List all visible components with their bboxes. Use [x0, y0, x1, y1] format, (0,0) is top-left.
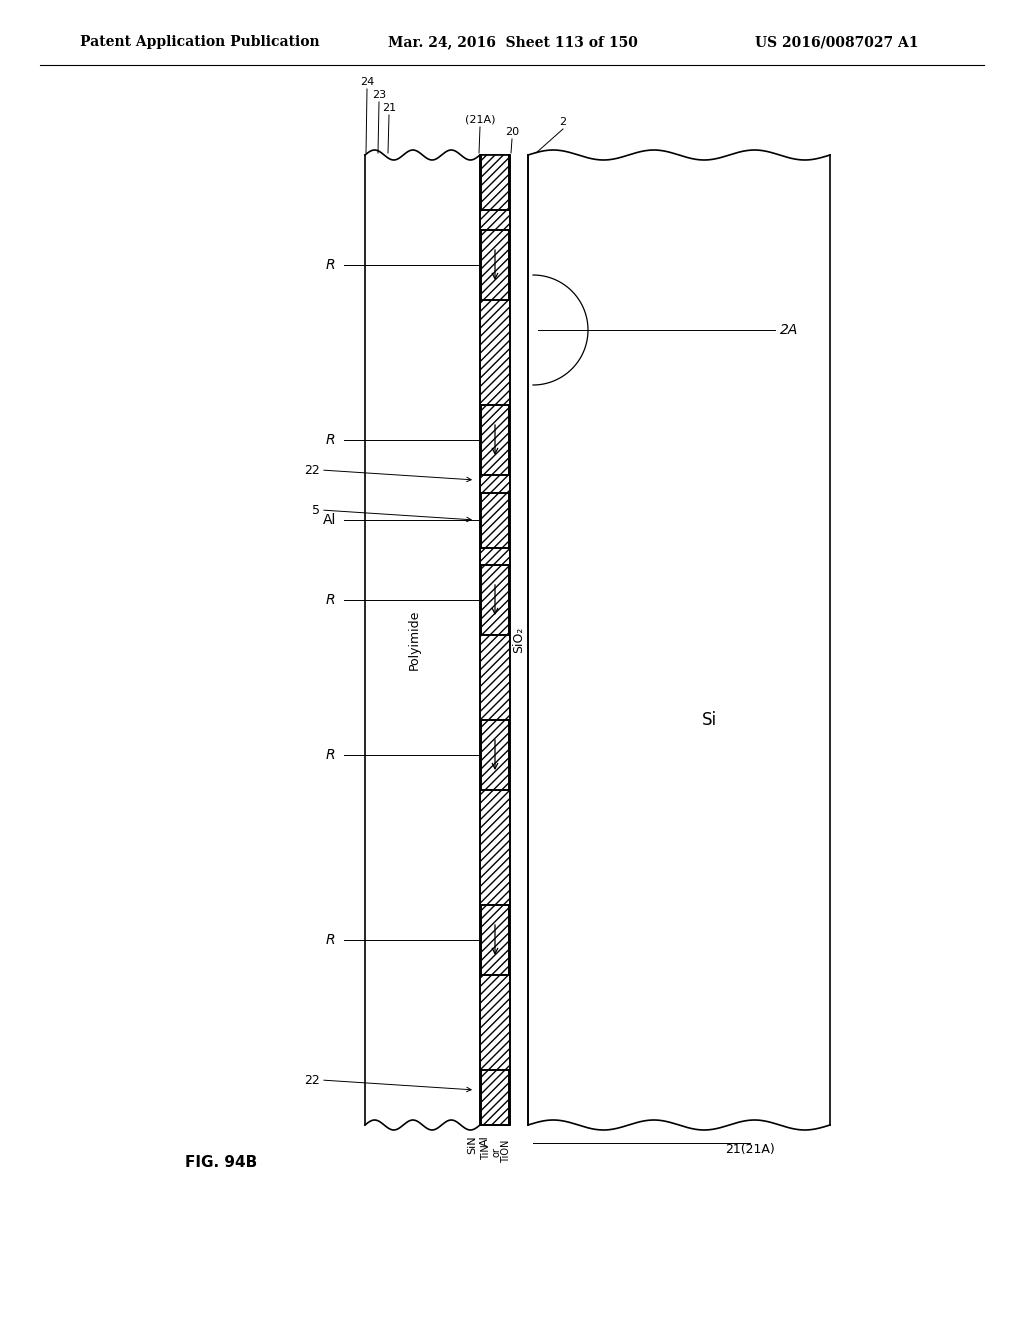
Text: 22: 22 [304, 1073, 319, 1086]
Bar [481, 565, 509, 635]
Bar [481, 1071, 509, 1125]
Bar [481, 154, 509, 210]
Text: FIG. 94B: FIG. 94B [185, 1155, 257, 1170]
Bar [481, 906, 509, 975]
Bar [481, 719, 509, 789]
Text: 22: 22 [304, 463, 319, 477]
Text: R: R [326, 257, 335, 272]
Text: Mar. 24, 2016  Sheet 113 of 150: Mar. 24, 2016 Sheet 113 of 150 [388, 36, 638, 49]
Text: 24: 24 [359, 77, 374, 87]
Text: R: R [326, 433, 335, 447]
Bar [480, 154, 510, 1125]
Bar [481, 154, 509, 210]
Text: 5: 5 [312, 503, 319, 516]
Bar [481, 1071, 509, 1125]
Text: Al: Al [324, 513, 337, 527]
Text: Al: Al [480, 1135, 490, 1146]
Text: (21A): (21A) [465, 115, 496, 125]
Text: 21: 21 [382, 103, 396, 114]
Bar [481, 405, 509, 475]
Text: TiN
or
TiON: TiN or TiON [481, 1140, 511, 1163]
Text: 21(21A): 21(21A) [725, 1143, 775, 1156]
Bar [481, 719, 509, 789]
Bar [481, 906, 509, 975]
Text: Si: Si [701, 711, 717, 729]
Bar [481, 492, 509, 548]
Text: Polyimide: Polyimide [408, 610, 421, 671]
Text: R: R [326, 933, 335, 946]
Bar [481, 405, 509, 475]
Text: R: R [326, 593, 335, 607]
Text: SiN: SiN [467, 1135, 477, 1154]
Text: R: R [326, 748, 335, 762]
Text: 2: 2 [559, 117, 566, 127]
Text: US 2016/0087027 A1: US 2016/0087027 A1 [755, 36, 919, 49]
Bar [481, 230, 509, 300]
Bar [481, 492, 509, 548]
Text: Patent Application Publication: Patent Application Publication [80, 36, 319, 49]
Text: 2A: 2A [780, 323, 799, 337]
Text: 23: 23 [372, 90, 386, 100]
Bar [481, 230, 509, 300]
Bar [481, 565, 509, 635]
Text: 20: 20 [505, 127, 519, 137]
Text: SiO₂: SiO₂ [512, 627, 525, 653]
